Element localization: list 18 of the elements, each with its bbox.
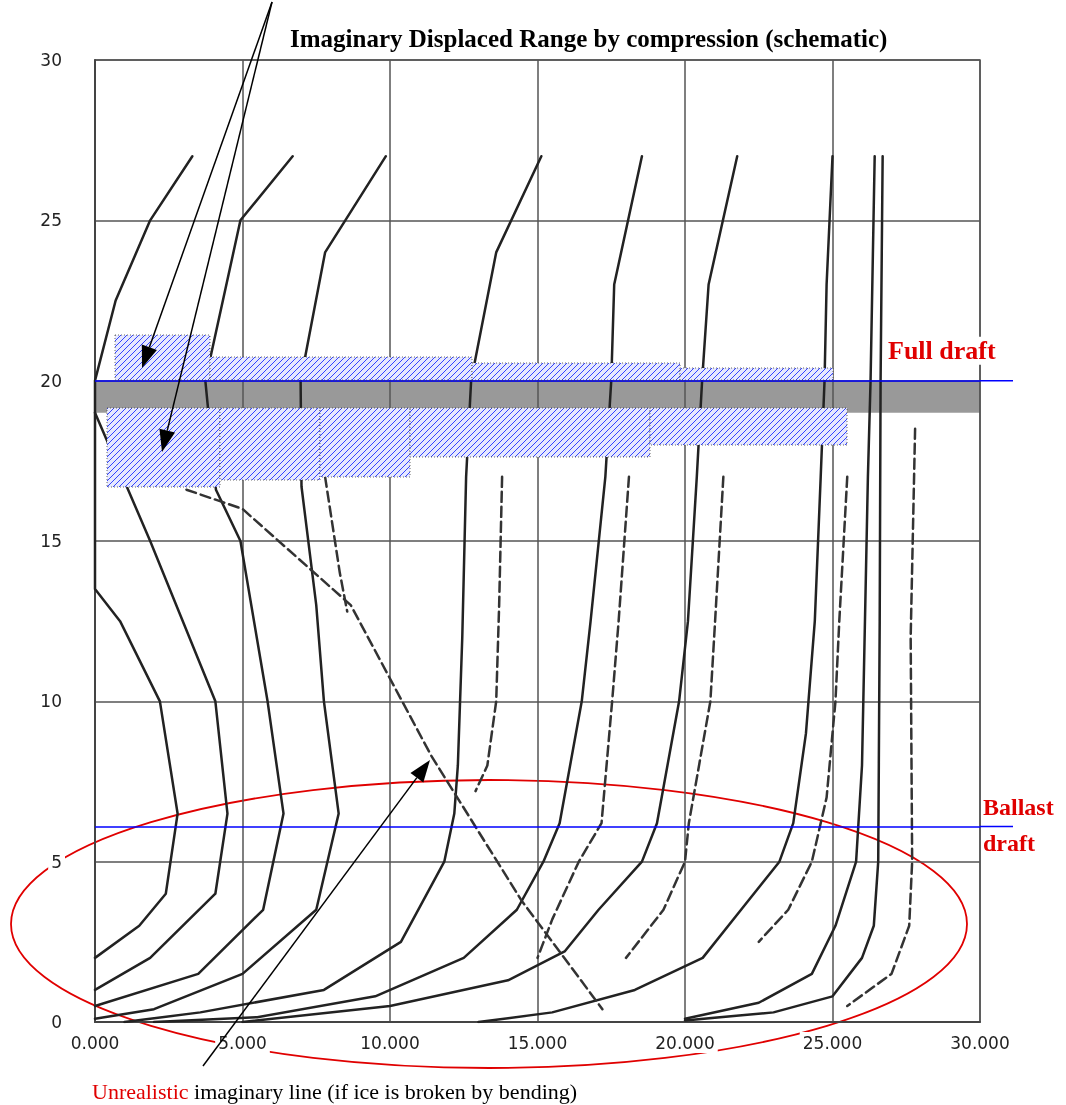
text: Unrealistic imaginary line (if ice is broken by bending) bbox=[92, 1078, 578, 1104]
y-tick-label: 0 bbox=[51, 1012, 62, 1032]
y-tick-label: 25 bbox=[40, 210, 62, 231]
text: Imaginary Displaced Range by compression (schematic) bbox=[290, 25, 888, 53]
y-tick-label: 15 bbox=[40, 531, 62, 551]
x-tick-label: 0.000 bbox=[70, 1032, 120, 1053]
x-tick-label: 30.000 bbox=[950, 1032, 1010, 1053]
ref-line-label: Full draft bbox=[888, 336, 996, 366]
x-tick-label: 20.000 bbox=[655, 1032, 715, 1053]
y-tick-label: 30 bbox=[40, 50, 62, 70]
x-tick-label: 15.000 bbox=[507, 1032, 568, 1053]
y-tick-label: 20 bbox=[40, 370, 62, 391]
y-tick-label: 10 bbox=[40, 691, 62, 712]
y-tick-label: 5 bbox=[51, 851, 62, 872]
x-tick-label: 5.000 bbox=[218, 1032, 267, 1053]
ref-line-label: Ballast draft bbox=[983, 794, 1060, 857]
x-tick-label: 25.000 bbox=[802, 1032, 863, 1053]
x-tick-label: 10.000 bbox=[360, 1032, 420, 1053]
